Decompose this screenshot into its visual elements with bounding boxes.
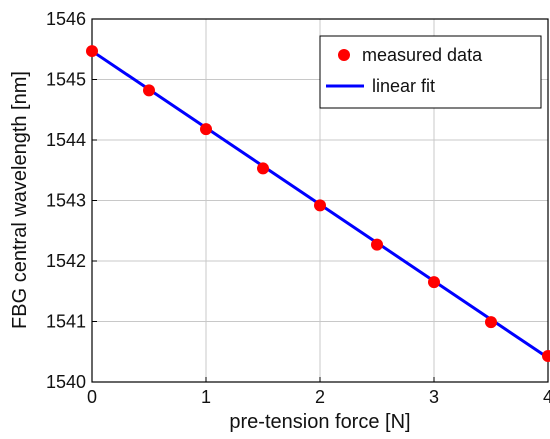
y-axis: 1540 1541 1542 1543 1544 1545 1546 (46, 9, 97, 392)
x-tick-label: 0 (87, 387, 97, 407)
data-point (86, 45, 98, 58)
legend-box (319, 35, 542, 109)
legend-marker-measured (338, 49, 350, 61)
x-axis: 0 1 2 3 4 (87, 377, 550, 407)
x-tick-label: 3 (429, 387, 439, 407)
y-tick-label: 1545 (46, 70, 86, 90)
y-axis-label: FBG central wavelength [nm] (9, 71, 31, 329)
data-point (428, 276, 440, 289)
data-point (542, 349, 550, 362)
data-point (257, 162, 269, 175)
legend-label-fit: linear fit (372, 76, 435, 96)
x-tick-label: 2 (315, 387, 325, 407)
x-tick-label: 4 (543, 387, 550, 407)
data-point (485, 316, 497, 329)
x-tick-label: 1 (201, 387, 211, 407)
y-tick-label: 1546 (46, 9, 86, 29)
y-tick-label: 1543 (46, 191, 86, 211)
data-point (143, 84, 155, 97)
data-point (371, 238, 383, 251)
x-axis-label: pre-tension force [N] (229, 411, 410, 433)
legend-label-measured: measured data (362, 45, 483, 65)
data-point (200, 123, 212, 136)
series-group (86, 45, 550, 362)
y-tick-label: 1544 (46, 130, 86, 150)
legend: measured data linear fit (319, 35, 542, 109)
y-tick-label: 1541 (46, 312, 86, 332)
data-point (314, 199, 326, 212)
y-tick-label: 1540 (46, 372, 86, 392)
y-tick-label: 1542 (46, 251, 86, 271)
